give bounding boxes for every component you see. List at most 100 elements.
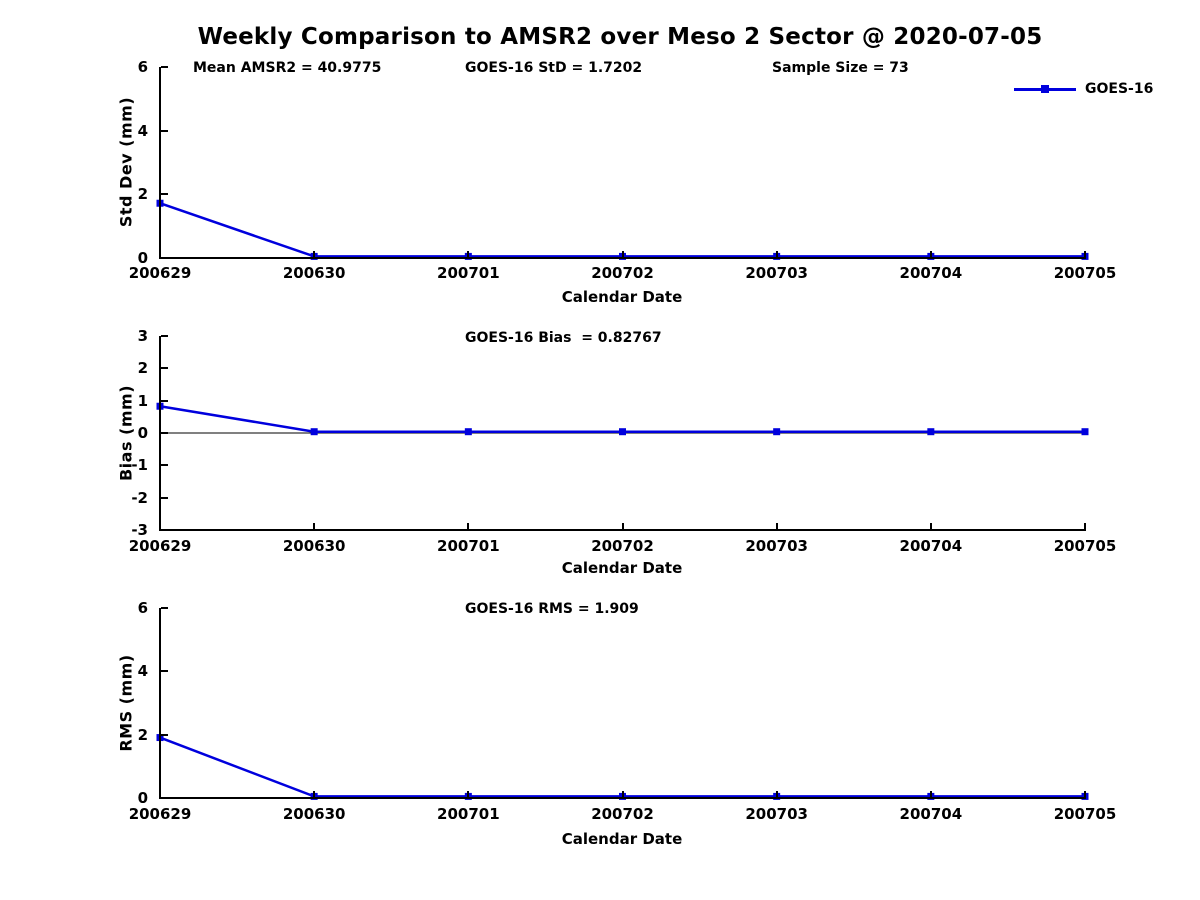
- x-tick: [467, 523, 470, 530]
- x-tick: [929, 523, 932, 530]
- x-tick-label: 200703: [745, 805, 808, 823]
- x-tick-label: 200630: [282, 537, 346, 555]
- y-tick-label: 0: [137, 424, 148, 442]
- y-tick-label: -3: [131, 521, 148, 539]
- x-tick: [313, 251, 316, 258]
- data-point-marker: [927, 428, 935, 436]
- x-axis-line: [159, 529, 1086, 531]
- y-tick: [161, 496, 168, 499]
- data-line: [159, 405, 1085, 433]
- y-tick: [161, 607, 168, 609]
- y-tick: [161, 257, 168, 259]
- y-tick: [161, 193, 168, 196]
- y-tick-label: 4: [137, 121, 148, 140]
- annotation-goes16-bias: GOES-16 Bias = 0.82767: [465, 330, 662, 346]
- y-tick: [161, 367, 168, 370]
- x-tick-label: 200705: [1053, 537, 1117, 555]
- legend-label: GOES-16: [1085, 81, 1154, 97]
- y-tick-label: 0: [137, 789, 148, 807]
- y-axis-line: [159, 608, 161, 799]
- x-tick: [467, 791, 470, 798]
- x-tick: [1084, 251, 1086, 258]
- x-axis-line: [159, 797, 1086, 799]
- y-tick-label: 1: [137, 391, 148, 410]
- x-tick-label: 200629: [128, 264, 192, 282]
- data-point-marker: [310, 428, 318, 436]
- y-tick: [161, 399, 168, 402]
- y-tick: [161, 797, 168, 799]
- y-axis-line: [159, 67, 161, 259]
- x-tick-label: 200629: [128, 537, 192, 555]
- x-tick: [775, 791, 778, 798]
- y-tick-label: 6: [137, 599, 148, 617]
- x-tick: [929, 791, 932, 798]
- y-axis-line: [159, 336, 161, 531]
- data-point-marker: [619, 428, 626, 436]
- y-tick: [161, 464, 168, 467]
- y-tick: [161, 129, 168, 132]
- x-tick: [621, 523, 624, 530]
- y-tick-label: 2: [137, 359, 148, 378]
- data-point-marker: [773, 428, 781, 436]
- x-tick: [159, 523, 161, 530]
- x-tick-label: 200703: [745, 537, 808, 555]
- x-tick-label: 200630: [282, 264, 346, 282]
- y-tick: [161, 529, 168, 531]
- annotation-mean-amsr2: Mean AMSR2 = 40.9775: [193, 60, 382, 76]
- x-axis-line: [159, 257, 1086, 259]
- x-tick-label: 200702: [591, 264, 654, 282]
- y-tick-label: -2: [131, 488, 148, 507]
- annotation-goes16-rms: GOES-16 RMS = 1.909: [465, 601, 639, 617]
- series-line-svg: [156, 402, 1089, 436]
- x-tick: [159, 251, 161, 258]
- chart-title: Weekly Comparison to AMSR2 over Meso 2 S…: [197, 24, 1043, 50]
- data-line: [159, 202, 1085, 258]
- x-tick-label: 200704: [899, 805, 963, 823]
- x-tick-label: 200704: [899, 537, 963, 555]
- y-tick-label: 3: [137, 327, 148, 345]
- x-tick-label: 200702: [591, 805, 654, 823]
- y-tick-label: 2: [137, 725, 148, 744]
- x-axis-label-calendar-date-3: Calendar Date: [561, 830, 683, 848]
- x-axis-label-calendar-date-1: Calendar Date: [561, 288, 683, 306]
- y-tick-label: -1: [131, 456, 148, 475]
- annotation-sample-size: Sample Size = 73: [772, 60, 909, 76]
- data-point-marker: [1081, 428, 1089, 436]
- y-tick-label: 4: [137, 662, 148, 681]
- x-tick: [621, 791, 624, 798]
- data-line: [159, 736, 1085, 798]
- x-tick: [467, 251, 470, 258]
- x-tick-label: 200701: [437, 805, 500, 823]
- x-tick-label: 200630: [282, 805, 346, 823]
- x-tick-label: 200705: [1053, 264, 1117, 282]
- x-tick: [775, 523, 778, 530]
- y-tick-label: 6: [137, 58, 148, 76]
- legend-line-sample: [1014, 85, 1076, 93]
- x-tick-label: 200704: [899, 264, 963, 282]
- y-tick: [161, 432, 168, 434]
- x-tick: [775, 251, 778, 258]
- x-tick-label: 200629: [128, 805, 192, 823]
- legend: GOES-16: [1014, 80, 1153, 98]
- x-tick: [313, 791, 316, 798]
- x-tick: [621, 251, 624, 258]
- x-tick: [929, 251, 932, 258]
- y-tick: [161, 66, 168, 68]
- x-tick-label: 200702: [591, 537, 654, 555]
- y-tick: [161, 335, 168, 337]
- x-tick: [159, 791, 161, 798]
- x-tick-label: 200705: [1053, 805, 1117, 823]
- data-point-marker: [464, 428, 472, 436]
- x-tick-label: 200701: [437, 264, 500, 282]
- series-line-svg: [156, 199, 1089, 260]
- y-tick-label: 2: [137, 185, 148, 204]
- legend-marker-square: [1041, 85, 1049, 93]
- annotation-goes16-std: GOES-16 StD = 1.7202: [465, 60, 643, 76]
- y-tick: [161, 733, 168, 736]
- x-tick-label: 200703: [745, 264, 808, 282]
- series-line-svg: [156, 734, 1089, 800]
